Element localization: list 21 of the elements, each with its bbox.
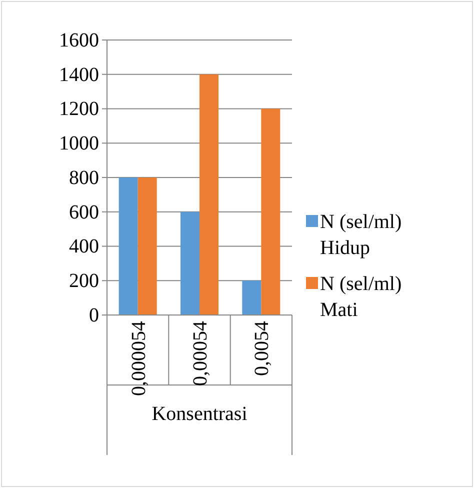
bar xyxy=(180,212,200,315)
y-tick-label: 1400 xyxy=(59,64,99,86)
x-tick-label: 0,0054 xyxy=(251,321,274,376)
legend-label: N (sel/ml) Hidup xyxy=(320,211,402,259)
bar xyxy=(242,280,262,315)
bar xyxy=(261,108,280,315)
y-tick-label: 600 xyxy=(69,201,99,224)
y-tick-label: 1200 xyxy=(59,98,99,120)
x-tick-label: 0,000054 xyxy=(128,321,150,396)
bar xyxy=(138,178,157,315)
y-tick-label: 800 xyxy=(69,166,99,189)
x-axis-title: Konsentrasi xyxy=(152,403,248,425)
y-tick-label: 0 xyxy=(89,304,99,326)
y-tick-label: 400 xyxy=(69,236,99,258)
y-tick-label: 1600 xyxy=(59,29,99,52)
bar xyxy=(118,178,138,315)
x-tick-label: 0,00054 xyxy=(190,321,212,386)
legend-label: N (sel/ml) Mati xyxy=(320,273,402,321)
y-tick-label: 200 xyxy=(69,270,99,292)
y-tick-label: 1000 xyxy=(59,132,99,155)
bar xyxy=(200,74,218,315)
